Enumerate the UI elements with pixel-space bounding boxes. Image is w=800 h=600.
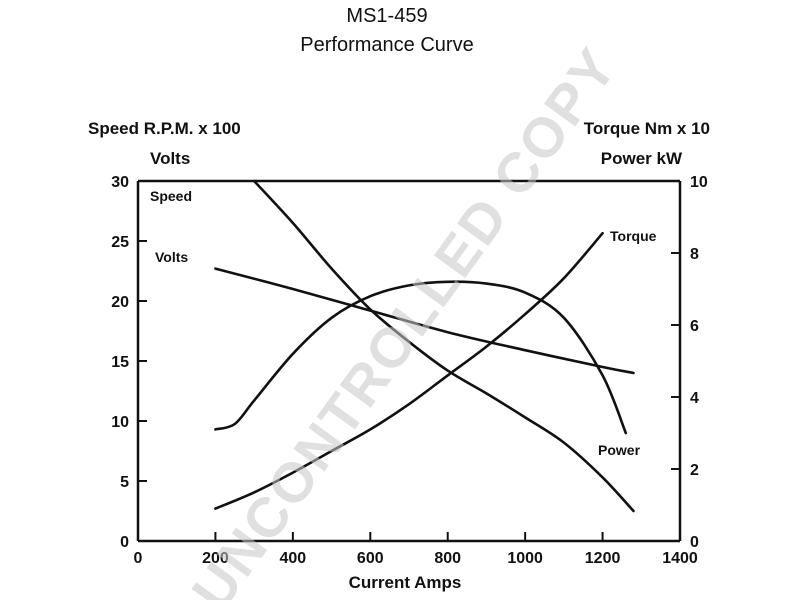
x-tick-label: 800 [434,550,461,567]
x-tick-label: 1200 [585,550,621,567]
watermark-text: UNCONTROLLED COPY [179,36,628,600]
right-axis-title-power: Power kW [601,149,683,168]
y-right-tick-label: 10 [690,174,708,191]
y-right-tick-label: 4 [690,390,699,407]
x-tick-label: 1000 [507,550,543,567]
y-left-tick-label: 10 [111,414,129,431]
chart-series [214,179,635,513]
x-tick-label: 600 [357,550,384,567]
x-tick-label: 400 [280,550,307,567]
right-axis-title-torque: Torque Nm x 10 [584,119,710,138]
x-axis-title: Current Amps [349,573,462,592]
y-left-tick-label: 25 [111,234,129,251]
series-line-power [214,280,628,435]
series-label-speed: Speed [150,188,192,204]
series-label-torque: Torque [610,228,657,244]
chart-subtitle: Performance Curve [300,34,473,56]
series-label-power: Power [598,442,641,458]
y-right-tick-label: 0 [690,534,699,551]
y-left-tick-label: 5 [120,474,129,491]
y-right-tick-label: 2 [690,462,699,479]
left-axis-title-speed: Speed R.P.M. x 100 [88,119,241,138]
x-tick-label: 200 [202,550,229,567]
y-right-tick-label: 8 [690,246,699,263]
x-tick-label: 1400 [662,550,698,567]
y-left-tick-label: 30 [111,174,129,191]
series-line-torque [214,231,604,510]
y-right-tick-label: 6 [690,318,699,335]
chart-ticks: 0 200 400 600 800 1000 1200 1400051015202530024… [111,174,708,567]
series-line-speed [252,179,635,513]
y-left-tick-label: 20 [111,294,129,311]
chart-title: MS1-459 [346,5,427,27]
y-left-tick-label: 0 [120,534,129,551]
y-left-tick-label: 15 [111,354,129,371]
left-axis-title-volts: Volts [150,149,190,168]
x-tick-label: 0 [134,550,143,567]
series-label-volts: Volts [155,249,188,265]
series-line-volts [214,267,635,375]
